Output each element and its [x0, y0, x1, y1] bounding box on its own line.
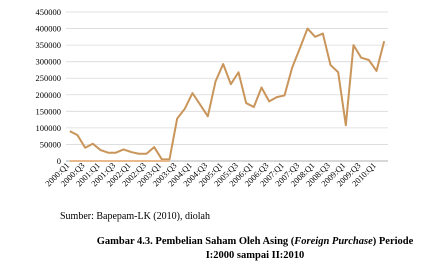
y-tick-label: 350000	[36, 40, 62, 50]
y-tick-label: 100000	[36, 123, 62, 133]
y-tick-label: 400000	[36, 24, 62, 34]
series-line	[69, 27, 386, 161]
source-note: Sumber: Bapepam-LK (2010), diolah	[60, 211, 210, 222]
y-tick-label: 250000	[36, 73, 62, 83]
caption-line2: I:2000 sampai II:2010	[205, 250, 305, 261]
y-tick-label: 50000	[40, 139, 61, 149]
y-tick-label: 300000	[36, 57, 62, 67]
y-tick-label: 200000	[36, 90, 62, 100]
caption-italic: Foreign Purchase	[294, 236, 373, 247]
y-tick-label: 150000	[36, 106, 62, 116]
caption-text: Gambar 4.3. Pembelian Saham Oleh Asing (	[96, 236, 295, 247]
caption: Gambar 4.3. Pembelian Saham Oleh Asing (…	[70, 236, 428, 247]
caption-text: ) Periode	[372, 236, 414, 247]
y-tick-label: 0	[57, 156, 61, 166]
y-tick-label: 450000	[36, 7, 62, 17]
chart: 0 50000 100000 150000 200000 250000 300000 3500…	[36, 7, 388, 188]
